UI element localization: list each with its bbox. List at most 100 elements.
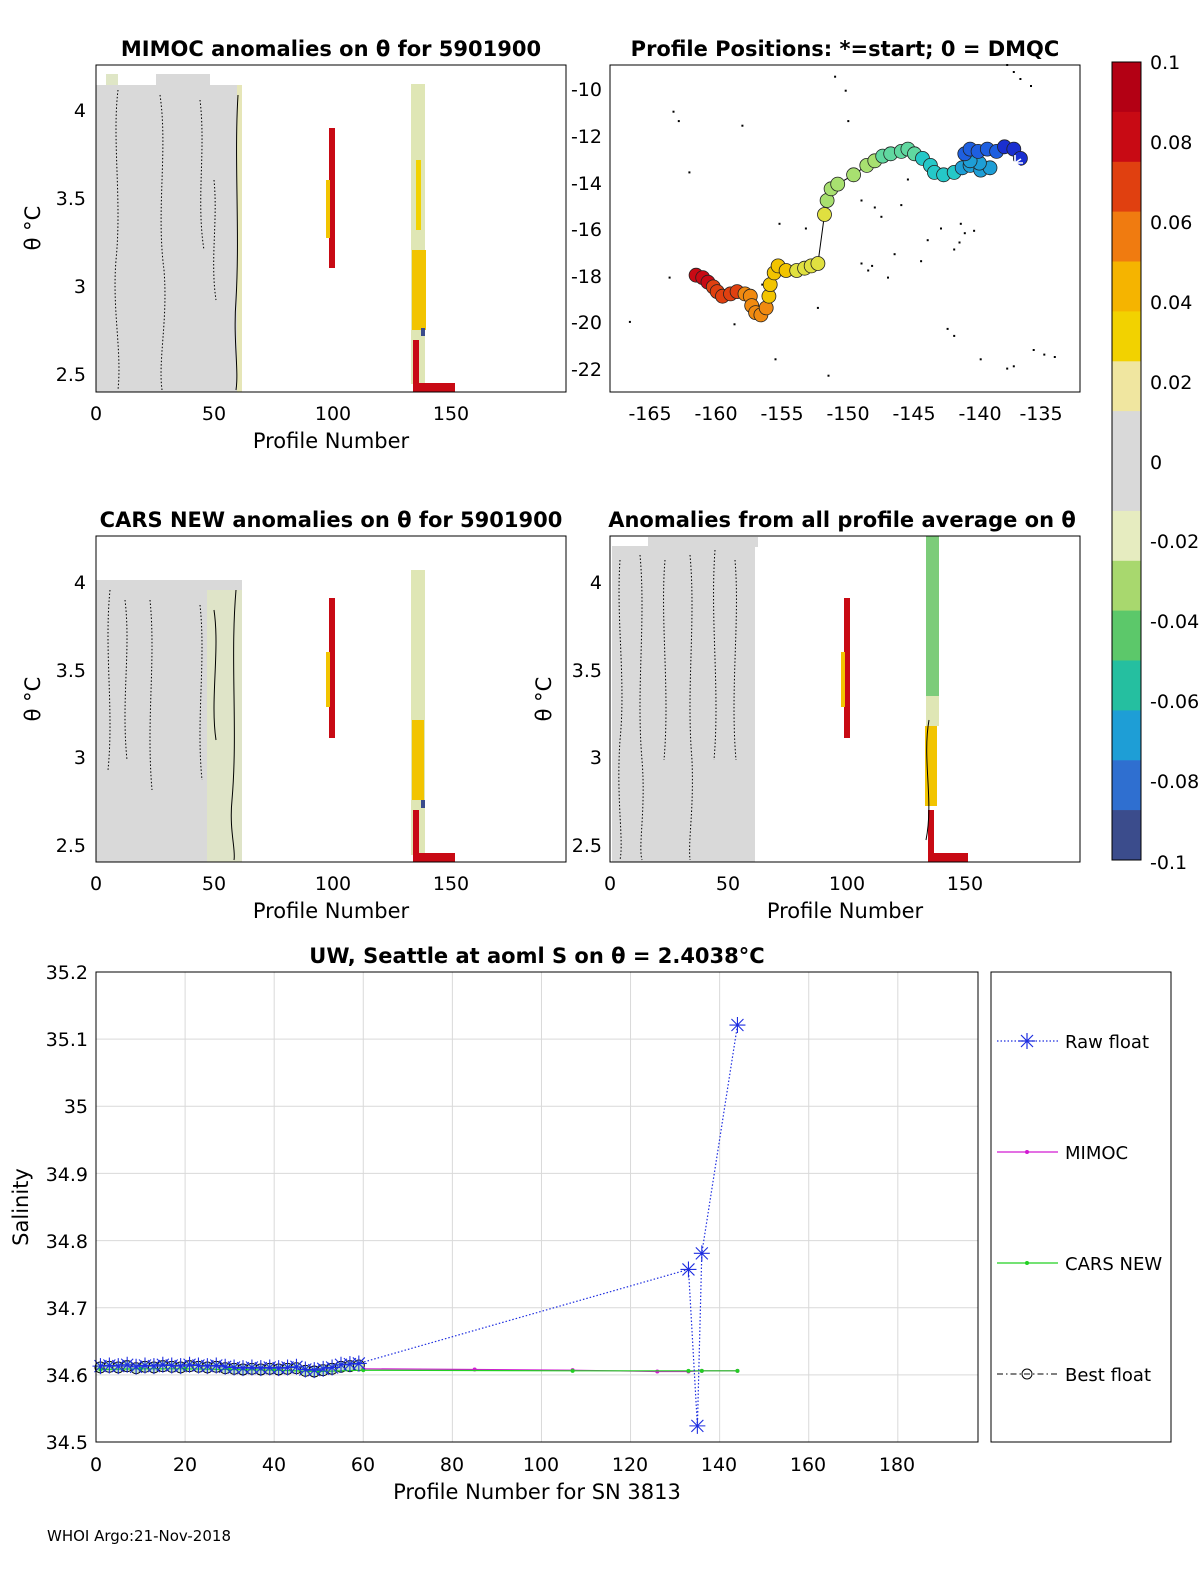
mimoc-ytick: 4	[74, 100, 86, 122]
mimoc-point	[655, 1369, 660, 1374]
positions-xtick: -145	[892, 403, 935, 425]
allavg-xtick: 50	[716, 873, 740, 895]
colorbar-tick: -0.06	[1150, 691, 1199, 713]
mimoc-ytick: 3.5	[56, 188, 86, 210]
mimoc-contours	[114, 89, 217, 391]
background-point	[958, 241, 961, 244]
background-point	[778, 222, 781, 225]
background-point	[1030, 85, 1032, 87]
mimoc-block-135-yellow	[416, 160, 421, 230]
raw-float-point	[226, 1359, 243, 1376]
raw-float-point	[693, 1245, 710, 1262]
colorbar-tick: -0.02	[1150, 531, 1199, 553]
salinity-ytick: 35	[64, 1096, 88, 1118]
colorbar-cell	[1112, 660, 1141, 711]
positions-xtick: -165	[628, 403, 671, 425]
background-point	[677, 120, 680, 123]
cars-ytick: 2.5	[56, 835, 86, 857]
background-point	[946, 327, 949, 330]
cars-ytick: 3.5	[56, 660, 86, 682]
background-point	[906, 178, 909, 181]
legend-label-mimoc: MIMOC	[1065, 1143, 1128, 1164]
panel-mimoc: MIMOC anomalies on θ for 5901900 0 50 10…	[21, 37, 567, 453]
salinity-xtick: 160	[790, 1454, 826, 1476]
background-point	[827, 374, 830, 377]
salinity-ytick: 34.8	[46, 1231, 88, 1253]
allavg-block-135-red	[928, 810, 934, 862]
raw-float-point	[154, 1356, 171, 1373]
background-point	[1012, 71, 1015, 73]
raw-float-point	[252, 1360, 269, 1377]
positions-start-marker	[1007, 155, 1023, 171]
cars-block-100b	[326, 652, 330, 707]
raw-float-point	[350, 1355, 367, 1372]
colorbar-cell	[1112, 62, 1141, 113]
background-point	[688, 171, 691, 174]
cars-contour-solid	[213, 589, 237, 861]
raw-float-point	[341, 1356, 358, 1373]
allavg-xticks: 0 50 100 150	[604, 873, 983, 895]
raw-float-point	[288, 1358, 305, 1375]
background-point	[628, 320, 631, 323]
allavg-yticks: 4 3.5 3 2.5	[572, 572, 602, 857]
background-point	[1053, 356, 1056, 358]
cars-point	[735, 1368, 740, 1373]
salinity-title: UW, Seattle at aoml S on θ = 2.4038°C	[309, 944, 764, 968]
colorbar-cell	[1112, 461, 1141, 512]
background-point	[959, 222, 962, 225]
cars-ytick: 3	[74, 747, 86, 769]
positions-xtick: -150	[826, 403, 869, 425]
background-point	[1043, 353, 1046, 356]
cars-point	[699, 1368, 704, 1373]
allavg-block-135-pale	[926, 696, 939, 726]
panel-allavg: Anomalies from all profile average on θ …	[532, 508, 1081, 923]
positions-axes-box	[609, 64, 1081, 393]
cars-xlabel: Profile Number	[253, 899, 410, 923]
mimoc-ytick: 3	[74, 276, 86, 298]
legend-entry-cars: CARS NEW	[997, 1254, 1162, 1275]
raw-float-point	[261, 1359, 278, 1376]
cars-xtick: 50	[202, 873, 226, 895]
allavg-block-100	[844, 598, 850, 738]
raw-float-point	[297, 1361, 314, 1378]
salinity-xticks: 0 20 40 60 80 100 120 140 160 180	[90, 1454, 915, 1476]
asterisk-marker-icon	[1019, 1033, 1035, 1049]
legend-label-best: Best float	[1065, 1365, 1151, 1386]
background-point	[774, 358, 777, 361]
colorbar-tick: 0	[1150, 452, 1162, 474]
background-point	[733, 323, 736, 326]
background-point	[953, 248, 956, 251]
colorbar-tick: 0.02	[1150, 372, 1192, 394]
salinity-ylabel: Salinity	[9, 1168, 33, 1246]
colorbar-tick: 0.1	[1150, 52, 1180, 74]
allavg-field-cap	[648, 537, 758, 547]
raw-float-point	[92, 1358, 109, 1375]
cars-yticks: 4 3.5 3 2.5	[56, 572, 86, 857]
cars-xtick: 0	[90, 873, 102, 895]
raw-float-point	[181, 1356, 198, 1373]
mimoc-field	[96, 74, 455, 392]
allavg-xtick: 150	[947, 873, 983, 895]
dot-marker-icon	[1025, 1150, 1029, 1154]
raw-float-point	[190, 1357, 207, 1374]
background-point	[1006, 64, 1009, 66]
background-point	[973, 229, 976, 232]
background-point	[761, 283, 764, 286]
allavg-block-135-green	[926, 536, 939, 696]
background-point	[834, 75, 837, 78]
raw-float-point	[315, 1360, 332, 1377]
positions-xtick: -160	[694, 403, 737, 425]
background-point	[1006, 367, 1009, 370]
legend-entry-best: Best float	[997, 1365, 1151, 1386]
positions-yticks: -10 -12 -14 -16 -18 -20 -22	[571, 79, 602, 381]
colorbar-tick: 0.06	[1150, 212, 1192, 234]
colorbar-cell	[1112, 361, 1141, 412]
salinity-xtick: 100	[523, 1454, 559, 1476]
mimoc-xtick: 50	[202, 403, 226, 425]
background-point	[804, 227, 807, 230]
background-point	[1032, 349, 1035, 351]
cars-point	[686, 1368, 691, 1373]
allavg-block-100b	[841, 652, 845, 707]
salinity-ytick: 34.5	[46, 1432, 88, 1454]
